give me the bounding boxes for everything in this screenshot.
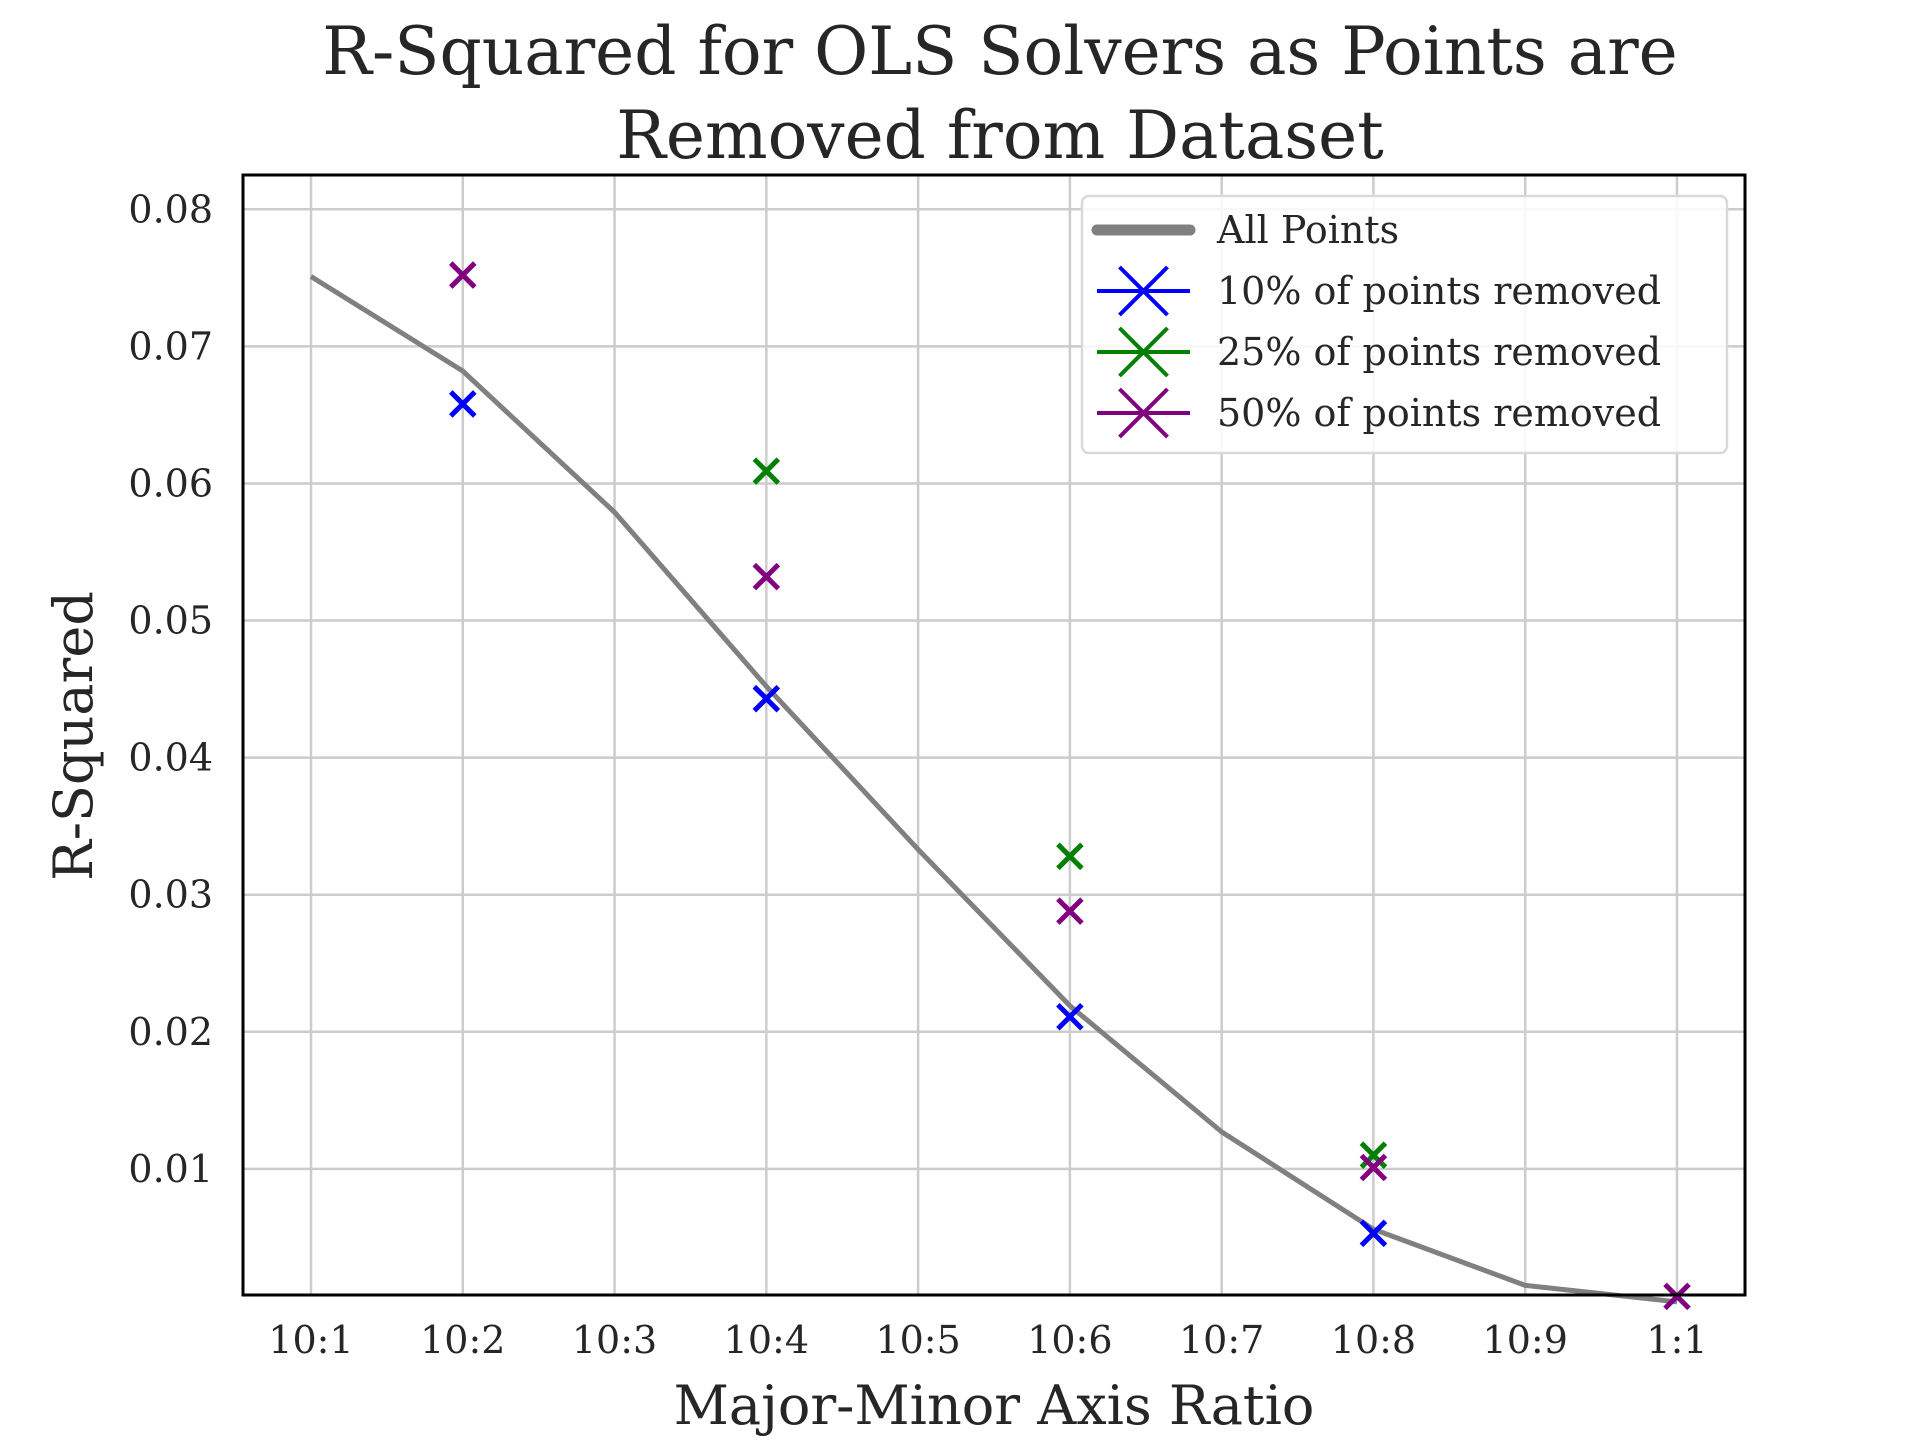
y-tick-label: 0.04 [128, 736, 213, 780]
y-tick-label: 0.02 [128, 1010, 213, 1054]
legend-label: All Points [1216, 208, 1399, 252]
y-axis-label: R-Squared [42, 591, 105, 881]
legend-label: 50% of points removed [1217, 391, 1661, 435]
x-tick-label: 10:2 [420, 1318, 505, 1362]
plot-series [309, 261, 1691, 1311]
chart-title-line-2: Removed from Dataset [616, 97, 1384, 174]
y-tick-label: 0.08 [128, 187, 213, 231]
y-tick-label: 0.05 [128, 599, 213, 643]
y-axis-ticks: 0.01 0.02 0.03 0.04 0.05 0.06 0.07 0.08 [128, 187, 213, 1191]
chart-title-line-1: R-Squared for OLS Solvers as Points are [322, 13, 1677, 90]
x-tick-label: 10:5 [875, 1318, 960, 1362]
data-point-series-3 [752, 562, 781, 591]
x-axis-ticks: 10:1 10:2 10:3 10:4 10:5 10:6 10:7 10:8 10:9 1:1 [268, 1318, 1707, 1362]
x-tick-label: 10:3 [572, 1318, 657, 1362]
x-tick-label: 10:6 [1027, 1318, 1112, 1362]
legend-item: 50% of points removed [1097, 387, 1661, 439]
x-tick-label: 10:8 [1331, 1318, 1416, 1362]
chart-title: R-Squared for OLS Solvers as Points are … [322, 13, 1677, 174]
plot-frame [241, 173, 1747, 1297]
series-line-all-points [309, 274, 1678, 1305]
legend-item: 25% of points removed [1097, 326, 1661, 378]
legend-marker-swatch [1118, 326, 1169, 378]
legend-label: 25% of points removed [1217, 330, 1661, 374]
legend-box [1080, 194, 1729, 455]
data-point-series-2 [1056, 842, 1084, 871]
data-point-series-3 [1359, 1153, 1388, 1182]
data-point-series-2 [752, 457, 781, 485]
legend-marker-swatch [1118, 265, 1169, 317]
y-tick-label: 0.01 [128, 1147, 213, 1191]
data-point-series-3 [449, 261, 477, 289]
data-point-series-1 [752, 684, 781, 713]
data-point-series-1 [1359, 1219, 1388, 1248]
x-tick-label: 1:1 [1646, 1318, 1707, 1362]
x-tick-label: 10:4 [724, 1318, 809, 1362]
data-point-series-2 [1359, 1141, 1388, 1169]
data-point-series-1 [449, 390, 477, 418]
x-tick-label: 10:1 [268, 1318, 353, 1362]
y-tick-label: 0.03 [128, 873, 213, 917]
legend-marker-swatch [1118, 387, 1169, 439]
y-tick-label: 0.06 [128, 461, 213, 505]
x-tick-label: 10:9 [1483, 1318, 1568, 1362]
data-point-series-3 [1056, 897, 1084, 925]
x-tick-label: 10:7 [1179, 1318, 1264, 1362]
grid [243, 175, 1745, 1295]
x-axis-label: Major-Minor Axis Ratio [674, 1374, 1315, 1437]
legend: All Points 10% of points removed 25% of po… [1080, 194, 1729, 455]
y-tick-label: 0.07 [128, 324, 213, 368]
legend-label: 10% of points removed [1217, 269, 1661, 313]
legend-item: All Points [1091, 208, 1399, 252]
data-point-series-1 [1056, 1002, 1084, 1031]
legend-item: 10% of points removed [1097, 265, 1661, 317]
